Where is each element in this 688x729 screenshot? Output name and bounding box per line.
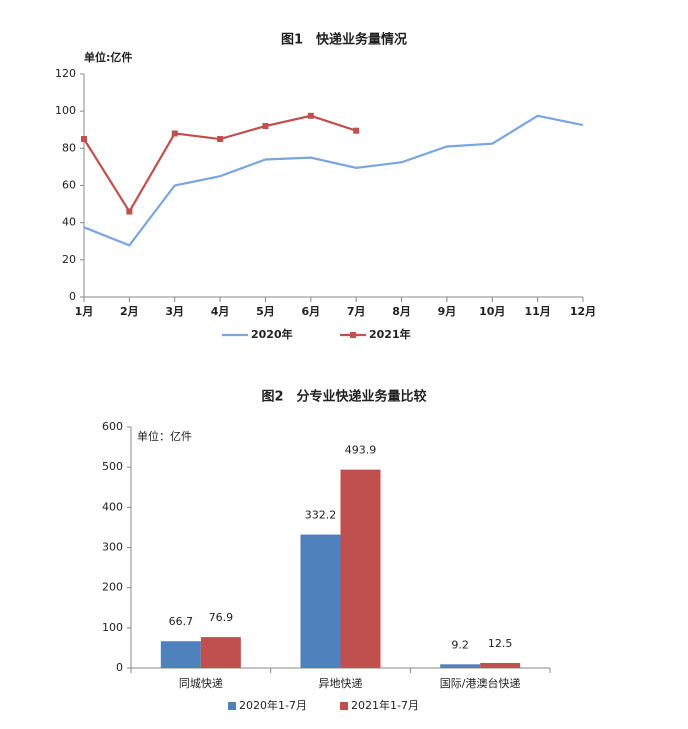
x-tick-label: 12月 xyxy=(570,305,596,318)
x-tick-label: 1月 xyxy=(75,305,94,318)
y-tick-label: 0 xyxy=(116,661,123,674)
chart-title: 图2 分专业快递业务量比较 xyxy=(261,389,426,405)
x-tick-label: 4月 xyxy=(211,305,230,318)
x-tick-label: 5月 xyxy=(256,305,275,318)
bar xyxy=(340,469,381,668)
x-tick-label: 8月 xyxy=(392,305,411,318)
value-label: 493.9 xyxy=(345,444,377,457)
x-tick-label: 11月 xyxy=(524,305,550,318)
x-tick-label: 国际/港澳台快递 xyxy=(440,676,521,690)
marker xyxy=(81,136,87,143)
bar xyxy=(480,662,521,668)
y-tick-label: 40 xyxy=(62,216,76,229)
line xyxy=(83,114,584,247)
marker xyxy=(307,112,314,119)
y-tick-label: 120 xyxy=(55,67,76,80)
y-tick-label: 100 xyxy=(55,104,76,117)
legend-swatch xyxy=(340,702,348,710)
marker xyxy=(126,208,133,215)
value-label: 9.2 xyxy=(451,638,469,651)
y-axis-label: 单位：亿件 xyxy=(137,429,192,443)
x-tick-label: 7月 xyxy=(347,305,366,318)
marker xyxy=(171,130,178,137)
bar xyxy=(440,664,481,668)
y-tick-label: 400 xyxy=(102,500,123,513)
y-axis-label: 单位:亿件 xyxy=(84,50,132,64)
value-label: 76.9 xyxy=(209,611,234,624)
legend-label: 2021年 xyxy=(369,327,411,341)
x-tick-label: 同城快递 xyxy=(179,676,223,690)
legend-label: 2021年1-7月 xyxy=(351,698,419,712)
value-label: 332.2 xyxy=(305,509,337,522)
bar xyxy=(300,534,341,668)
legend-label: 2020年 xyxy=(251,327,293,341)
y-tick-label: 0 xyxy=(69,290,76,303)
legend-marker xyxy=(350,332,356,338)
y-tick-label: 100 xyxy=(102,621,123,634)
x-tick-label: 异地快递 xyxy=(319,676,363,690)
value-label: 66.7 xyxy=(169,615,194,628)
marker xyxy=(353,127,360,134)
y-tick-label: 60 xyxy=(62,179,76,192)
line xyxy=(83,114,357,214)
chart-title: 图1 快递业务量情况 xyxy=(281,32,407,48)
y-tick-label: 80 xyxy=(62,141,76,154)
marker xyxy=(217,136,224,143)
legend-swatch xyxy=(228,702,236,710)
y-tick-label: 300 xyxy=(102,541,123,554)
bar xyxy=(160,641,201,668)
x-tick-label: 6月 xyxy=(301,305,320,318)
x-tick-label: 9月 xyxy=(438,305,457,318)
y-tick-label: 500 xyxy=(102,460,123,473)
y-tick-label: 20 xyxy=(62,253,76,266)
bar xyxy=(200,637,241,668)
x-tick-label: 2月 xyxy=(120,305,139,318)
value-label: 12.5 xyxy=(488,637,513,650)
x-tick-label: 10月 xyxy=(479,305,505,318)
y-tick-label: 200 xyxy=(102,581,123,594)
legend-label: 2020年1-7月 xyxy=(239,698,307,712)
x-tick-label: 3月 xyxy=(165,305,184,318)
y-tick-label: 600 xyxy=(102,420,123,433)
marker xyxy=(262,123,269,130)
